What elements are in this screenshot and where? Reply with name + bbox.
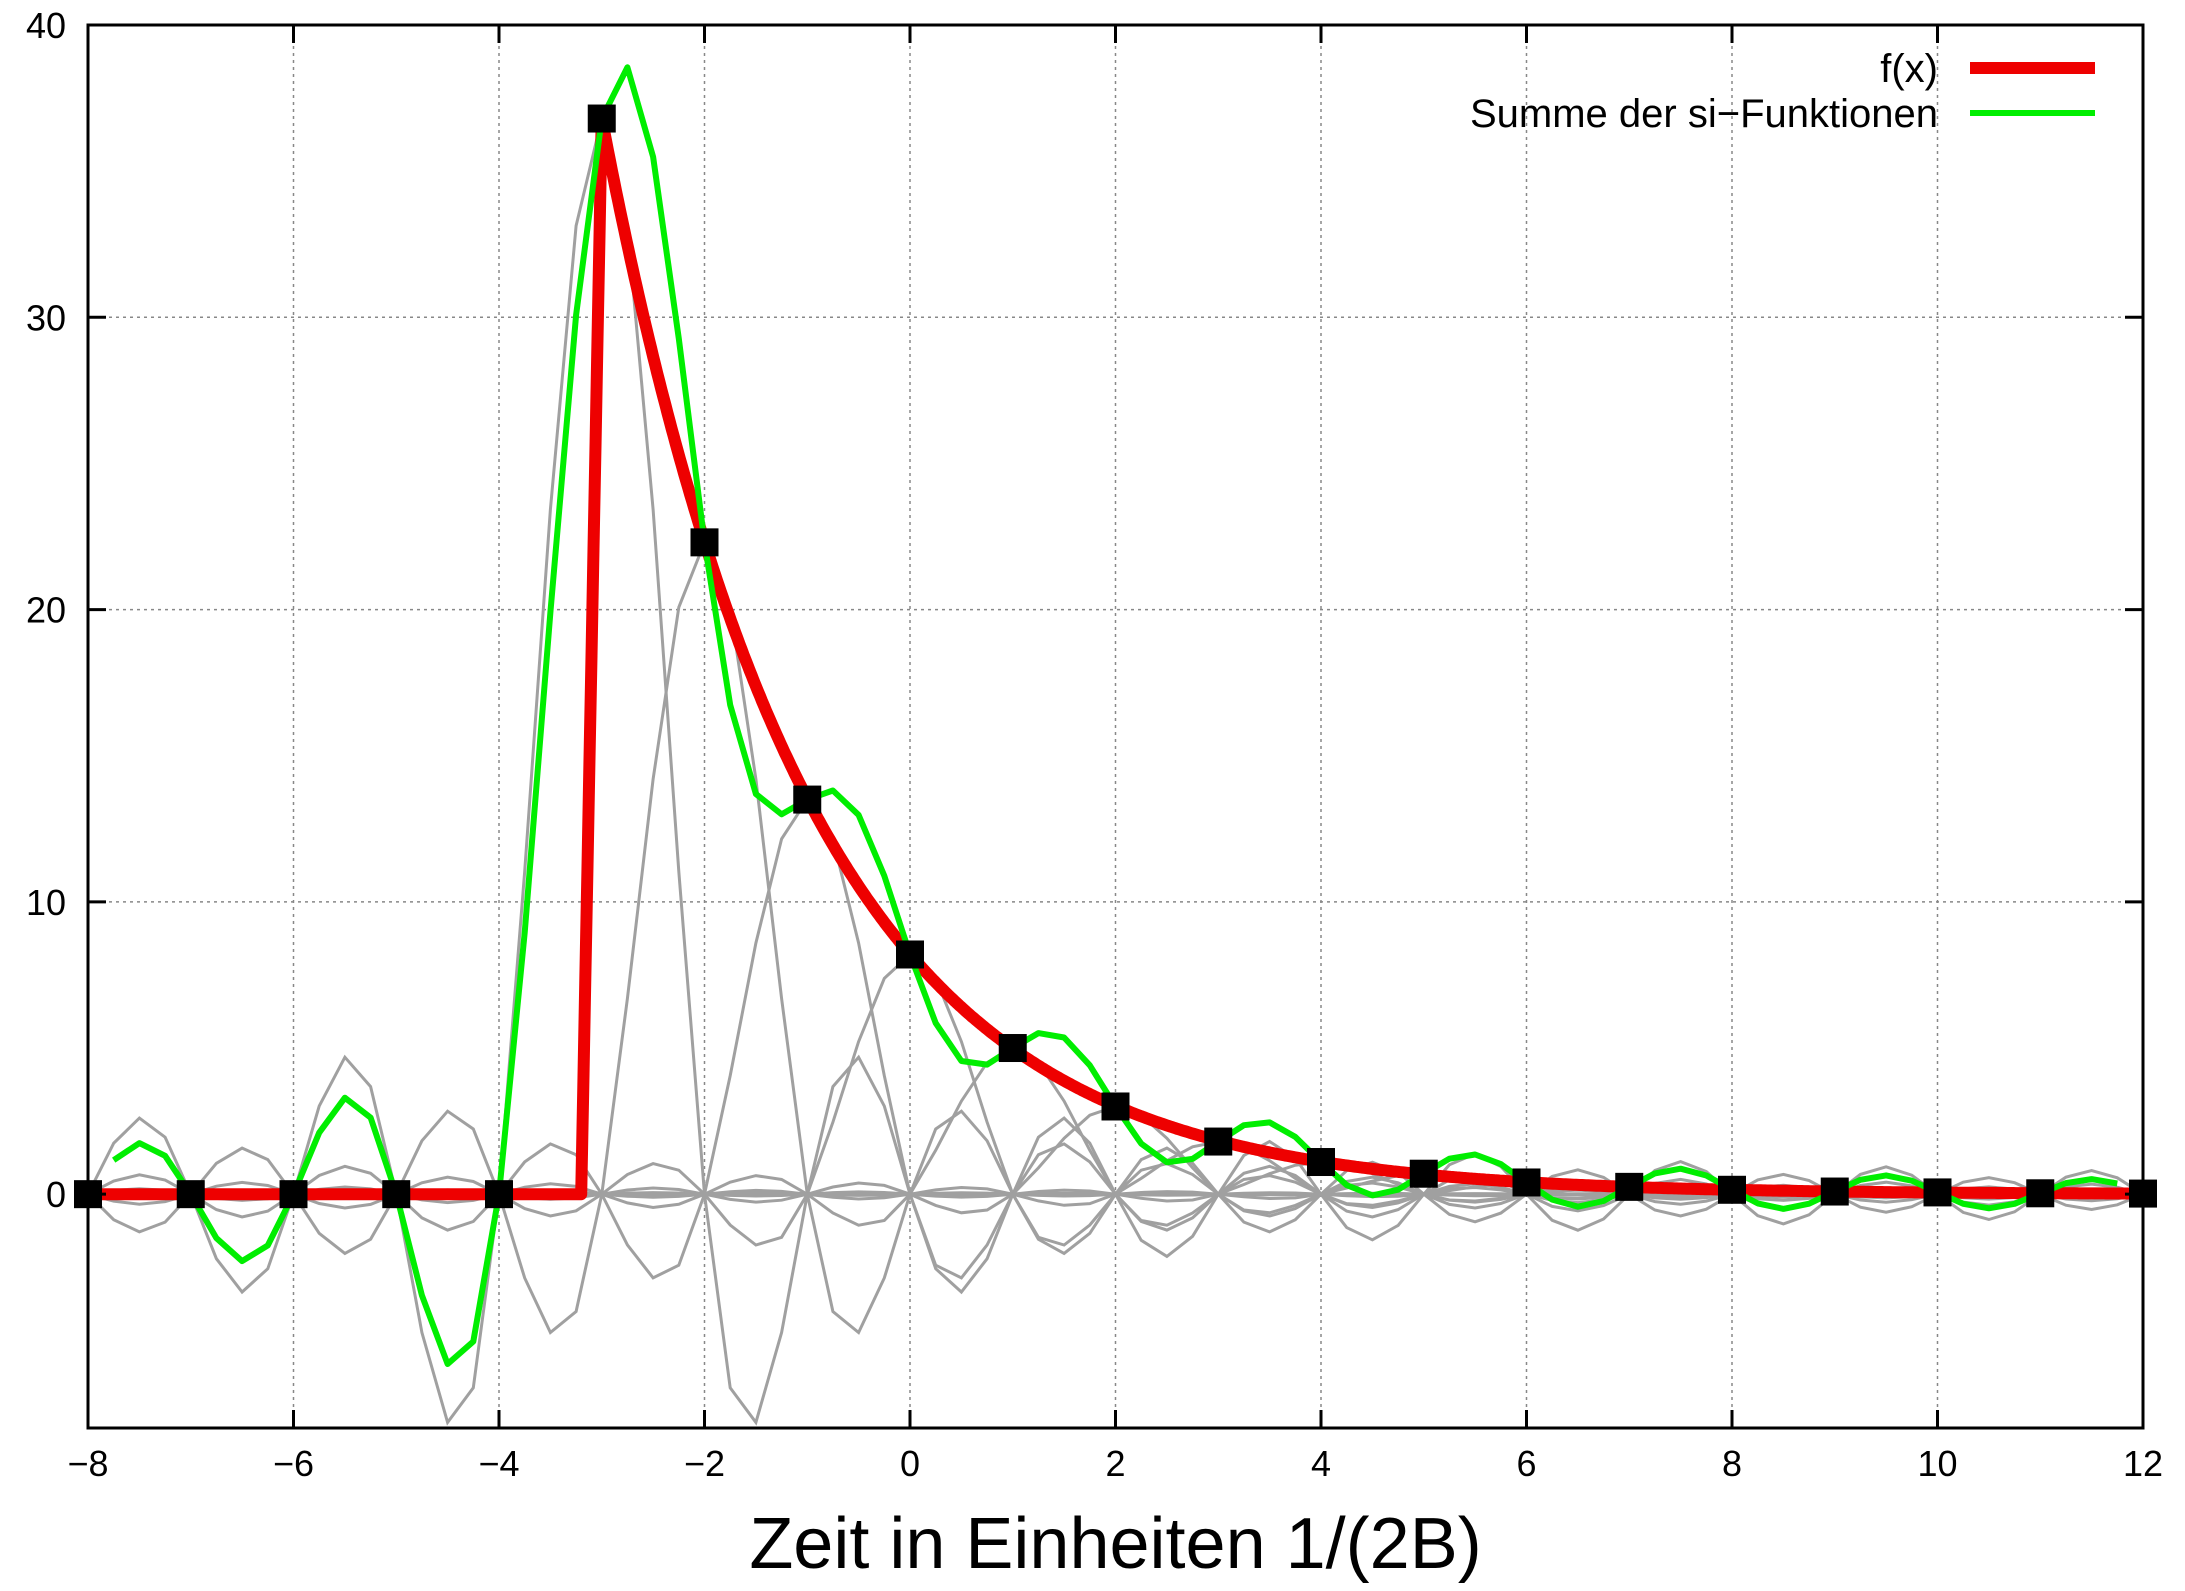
x-tick-label: 10	[1917, 1443, 1957, 1484]
sample-marker-9	[998, 1034, 1027, 1063]
sample-marker-16	[1718, 1175, 1746, 1204]
sample-marker-18	[1923, 1178, 1952, 1207]
sample-marker-10	[1101, 1092, 1130, 1121]
y-tick-label: 0	[46, 1174, 66, 1215]
sample-marker-8	[896, 940, 924, 969]
sample-markers	[74, 104, 2157, 1209]
y-tick-labels: 0 10 20 30 40	[26, 5, 66, 1215]
grid	[88, 25, 2143, 1428]
x-tick-label: −2	[684, 1443, 725, 1484]
x-tick-label: −6	[273, 1443, 314, 1484]
sample-marker-3	[382, 1180, 411, 1209]
sample-marker-11	[1204, 1127, 1233, 1156]
sample-marker-13	[1409, 1159, 1438, 1188]
legend: f(x) Summe der si−Funktionen	[1470, 47, 2095, 136]
x-tick-label: 2	[1105, 1443, 1125, 1484]
y-tick-label: 20	[26, 590, 66, 631]
sample-marker-2	[279, 1180, 308, 1209]
sample-marker-12	[1307, 1148, 1335, 1177]
sample-marker-15	[1615, 1172, 1644, 1201]
sample-marker-5	[587, 104, 616, 133]
x-tick-label: 8	[1722, 1443, 1742, 1484]
x-tick-label: 4	[1311, 1443, 1331, 1484]
x-tick-labels: −8 −6 −4 −2 0 2 4 6 8 10 12	[67, 1443, 2163, 1484]
sample-marker-14	[1512, 1168, 1541, 1197]
x-tick-label: 6	[1516, 1443, 1536, 1484]
legend-label-fx: f(x)	[1880, 47, 1938, 91]
sample-marker-4	[485, 1180, 513, 1209]
x-axis-title: Zeit in Einheiten 1/(2B)	[749, 1504, 1481, 1584]
sample-marker-6	[690, 528, 719, 557]
x-tick-label: −8	[67, 1443, 108, 1484]
x-tick-label: 12	[2123, 1443, 2163, 1484]
sample-marker-19	[2026, 1179, 2055, 1208]
axis-ticks	[86, 23, 2145, 1428]
y-tick-label: 10	[26, 882, 66, 923]
sample-marker-1	[176, 1180, 205, 1209]
sample-marker-7	[793, 785, 822, 814]
legend-label-sum: Summe der si−Funktionen	[1470, 92, 1938, 136]
sample-marker-17	[1820, 1177, 1849, 1206]
y-tick-label: 30	[26, 297, 66, 338]
y-tick-label: 40	[26, 5, 66, 46]
x-tick-label: 0	[900, 1443, 920, 1484]
x-tick-label: −4	[478, 1443, 519, 1484]
